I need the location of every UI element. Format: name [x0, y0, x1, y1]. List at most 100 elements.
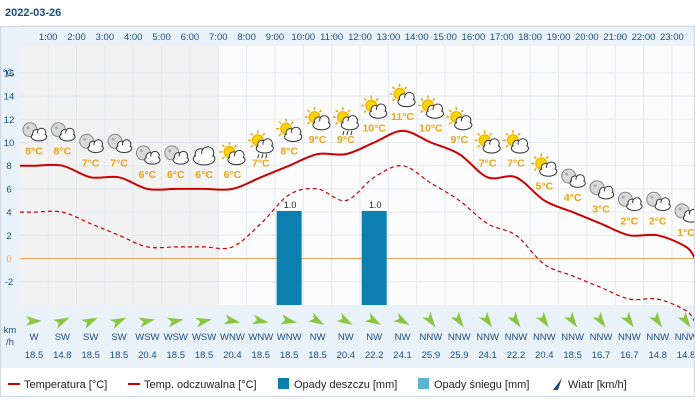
wind-direction: NNW: [533, 332, 556, 343]
wind-legend-icon: [553, 378, 562, 390]
temperature-label: 11°C: [391, 111, 414, 123]
wind-arrow-icon: [507, 311, 521, 328]
wind-speed: 18.5: [195, 350, 214, 361]
sun-cloud-rain-icon: [332, 107, 359, 136]
sun-ray: [278, 121, 282, 125]
wind-arrow-icon: [364, 312, 382, 325]
sun-cloud-icon: [389, 83, 416, 108]
sun-cloud-icon: [417, 95, 444, 119]
rain-drop: [346, 130, 349, 136]
cloud-fill: [285, 132, 301, 141]
wind-arrow-shape: [422, 311, 436, 328]
wind-speed: 22.2: [365, 350, 384, 361]
wind-direction: NNW: [618, 332, 641, 343]
wind-arrow-icon: [563, 311, 578, 328]
wind-arrow-icon: [336, 312, 353, 325]
sun-cloud-icon: [446, 107, 473, 131]
wind-direction: NNW: [646, 332, 669, 343]
cloud-fill: [257, 144, 273, 153]
wind-direction: WSW: [192, 332, 216, 343]
wind-speed: 20.4: [535, 350, 554, 361]
moon-cloud-icon: [589, 180, 615, 200]
cloud-fill: [484, 144, 500, 153]
wind-speed: 16.7: [592, 350, 611, 361]
temperature-label: 6°C: [167, 169, 185, 181]
moon-cloud-icon: [561, 168, 586, 188]
temperature-label: 1°C: [677, 227, 695, 239]
cloud-fill: [342, 121, 358, 129]
sun-ray: [363, 97, 367, 102]
wind-speed: 18.5: [280, 350, 299, 361]
hour-label: 5:00: [152, 32, 171, 43]
cloud-fill: [117, 144, 131, 152]
wind-arrow-shape: [138, 317, 156, 328]
wind-speed: 18.5: [81, 350, 100, 361]
moon-crater: [83, 137, 87, 141]
wind-direction: WNW: [220, 332, 245, 343]
wind-arrow-shape: [195, 317, 212, 328]
moon-cloud-icon: [646, 191, 671, 212]
sun-ray: [432, 97, 436, 102]
legend-item: Wiatr [km/h]: [553, 378, 627, 391]
wind-direction: NNW: [590, 332, 613, 343]
cloud-fill: [194, 154, 214, 164]
wind-arrow-icon: [166, 317, 184, 328]
moon-crater: [650, 195, 654, 199]
moon-crater: [54, 126, 58, 130]
moon-crater: [565, 172, 569, 176]
wind-speed: 22.2: [507, 350, 526, 361]
cloud-fill: [427, 109, 443, 118]
temperature-label: 8°C: [280, 146, 298, 158]
temperature-label: 7°C: [507, 157, 525, 169]
sun-ray: [221, 144, 226, 148]
wind-speed: 18.5: [308, 350, 327, 361]
wind-arrow-shape: [251, 314, 269, 325]
temperature-label: 10°C: [419, 123, 443, 135]
temperature-label: 9°C: [309, 134, 327, 146]
wind-arrow-shape: [308, 312, 325, 325]
y-tick-label: -2: [5, 277, 13, 288]
wind-arrow-shape: [563, 311, 578, 328]
sun-cloud-icon: [502, 130, 530, 154]
y-tick-label: 4: [6, 208, 11, 219]
moon-cloud-icon: [617, 191, 643, 212]
moon-cloud-icon: [50, 122, 76, 142]
cloud-fill: [173, 156, 188, 164]
legend-label: Opady deszczu [mm]: [294, 379, 397, 391]
wind-arrow-shape: [450, 311, 464, 328]
wind-direction: NNW: [420, 332, 443, 343]
wind-arrow-icon: [677, 311, 691, 328]
sun-cloud-icon: [531, 153, 558, 177]
sun-ray: [420, 97, 424, 102]
wind-arrow-shape: [52, 317, 70, 329]
sun-ray: [391, 86, 396, 90]
hour-label: 1:00: [39, 32, 58, 43]
wind-speed: 25.9: [450, 350, 469, 361]
cloud-fill: [540, 167, 556, 176]
wind-direction: NW: [310, 332, 326, 343]
cloud-fill: [313, 121, 330, 129]
wind-speed: 24.1: [393, 350, 412, 361]
cloud-fill: [455, 121, 471, 129]
y-axis-unit: °C: [3, 68, 14, 79]
cloud-fill: [370, 109, 386, 118]
feels-like-line: [20, 165, 695, 323]
rain-bar: [361, 210, 387, 305]
wind-direction: NNW: [476, 332, 499, 343]
temperature-label: 2°C: [649, 215, 667, 227]
sun-ray: [505, 144, 509, 148]
sun-ray: [318, 109, 323, 113]
wind-arrow-icon: [592, 311, 606, 328]
wind-arrow-icon: [649, 311, 663, 328]
wind-arrow-icon: [450, 311, 464, 328]
wind-arrow-icon: [280, 314, 297, 325]
temperature-label: 7°C: [479, 157, 497, 169]
sun-ray: [250, 132, 254, 136]
temperature-label: 2°C: [621, 215, 639, 227]
wind-arrow-shape: [393, 312, 410, 325]
hour-label: 22:00: [632, 32, 656, 43]
sun-ray: [262, 132, 266, 136]
moon-crater: [593, 184, 597, 188]
y-tick-label: 16: [4, 68, 15, 79]
hour-label: 12:00: [348, 32, 372, 43]
